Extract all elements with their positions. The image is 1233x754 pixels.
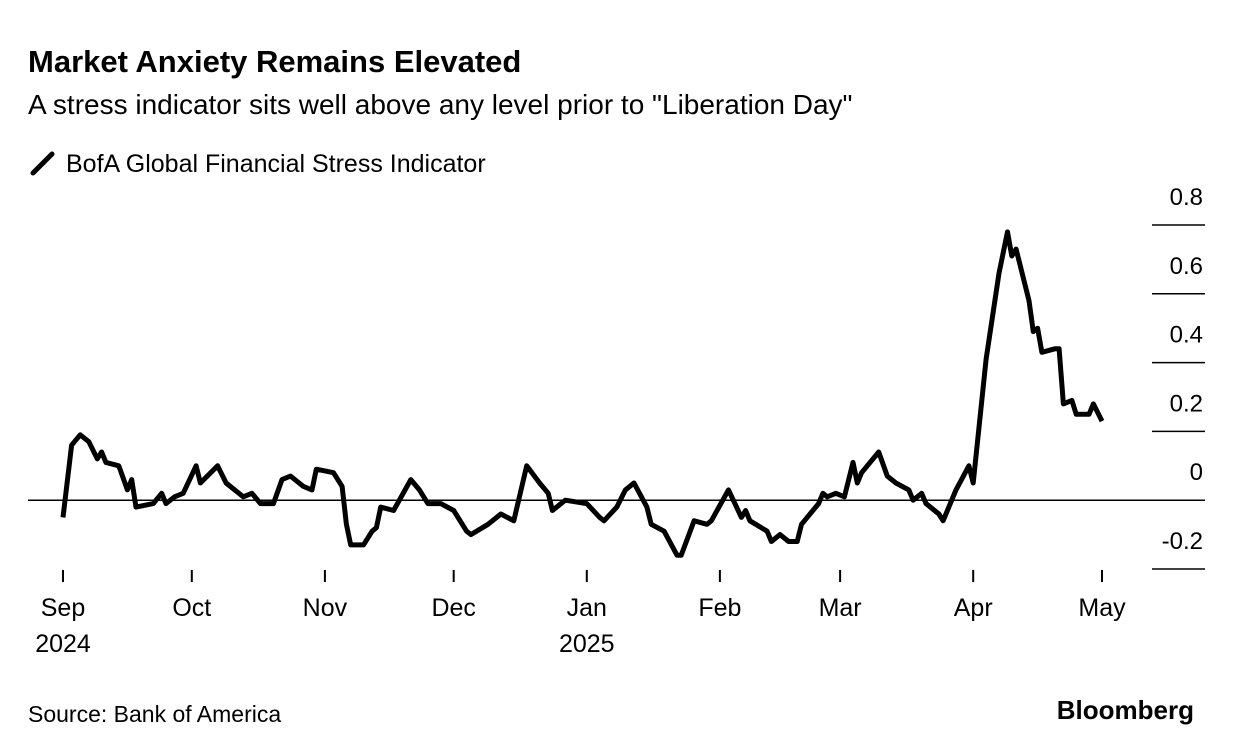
x-tick-label: Dec xyxy=(431,594,476,622)
chart-subtitle: A stress indicator sits well above any l… xyxy=(28,89,852,120)
x-tick-label: May xyxy=(1078,594,1126,622)
x-tick-label: Feb xyxy=(698,594,742,622)
source: Source: Bank of America xyxy=(28,701,281,727)
legend-icon xyxy=(30,151,55,176)
x-tick-label: Jan 2025 xyxy=(558,594,615,658)
brand: Bloomberg xyxy=(1057,695,1194,725)
x-tick-label: Sep 2024 xyxy=(35,594,91,658)
y-tick-label: 0 xyxy=(1190,459,1203,486)
x-tick-label: Apr xyxy=(953,594,993,622)
chart-title: Market Anxiety Remains Elevated xyxy=(28,44,521,79)
y-tick-label: 0.8 xyxy=(1170,184,1203,211)
x-tick-label: Mar xyxy=(818,594,862,622)
y-tick-label: -0.2 xyxy=(1162,528,1203,555)
legend-label: BofA Global Financial Stress Indicator xyxy=(66,150,486,178)
series-line xyxy=(60,229,1105,558)
x-tick-label: Nov xyxy=(302,594,348,622)
y-tick-label: 0.2 xyxy=(1170,390,1203,417)
y-tick-label: 0.4 xyxy=(1170,322,1203,349)
y-tick-label: 0.6 xyxy=(1170,253,1203,280)
x-tick-label: Oct xyxy=(172,594,212,622)
